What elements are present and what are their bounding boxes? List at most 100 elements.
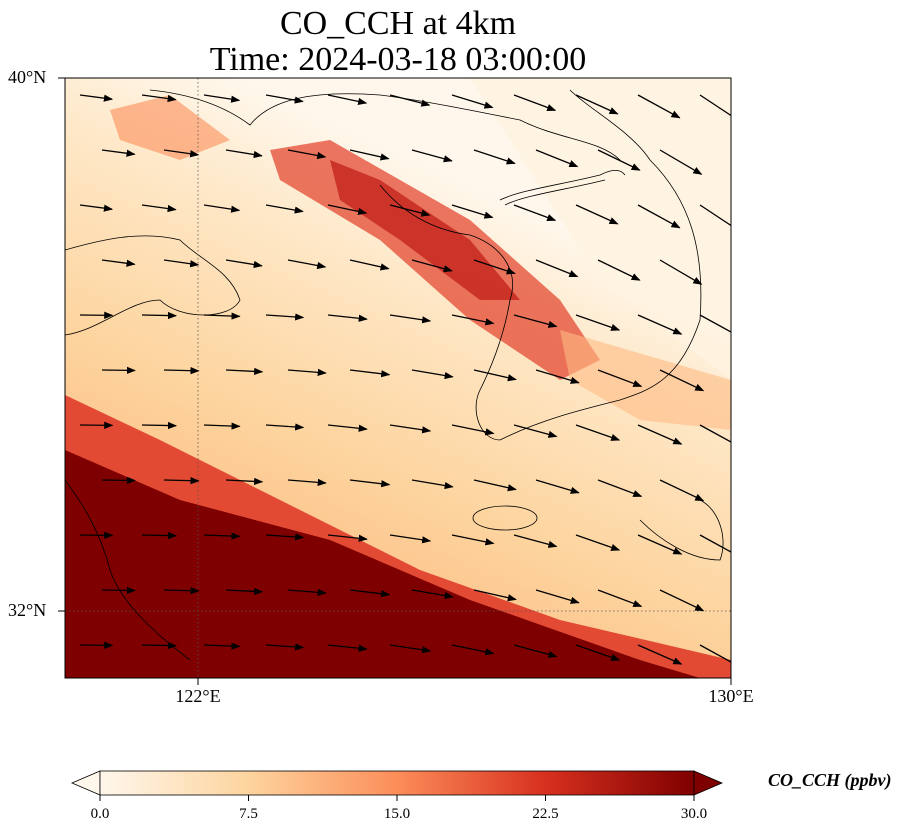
wind-arrow [141,311,178,320]
wind-arrow [327,314,368,322]
wind-arrow [287,588,327,596]
colorbar-tick-label: 0.0 [90,806,110,822]
wind-arrow [141,204,177,213]
colorbar-tick-label: 15.0 [383,806,411,822]
wind-arrow [535,479,580,494]
colorbar-tick-label: 30.0 [680,806,708,822]
wind-arrow [349,369,391,378]
wind-arrow [637,314,683,335]
wind-arrow [699,314,731,333]
wind-arrow [389,534,432,544]
wind-arrow [575,534,621,551]
wind-arrow [101,586,136,595]
wind-arrow [637,644,683,665]
wind-arrow [327,204,368,215]
colorbar-tick-label: 7.5 [239,806,258,822]
wind-arrow [141,421,178,430]
wind-arrow [411,259,453,273]
wind-arrow [163,477,200,485]
lat-label-40n: 40°N [8,67,47,87]
wind-arrow [225,367,264,376]
wind-arrow [699,204,731,227]
wind-arrow [163,259,200,268]
colorbar-label: CO_CCH (ppbv) [768,770,892,790]
wind-arrow [389,314,432,324]
wind-arrow [699,94,731,117]
wind-arrow [597,149,641,171]
wind-arrow [265,533,305,541]
lat-label-32n: 32°N [8,600,47,620]
wind-arrow [349,259,390,271]
concentration-field [65,78,731,678]
wind-arrow [411,149,453,163]
wind-arrow [163,587,200,595]
wind-arrow [699,424,731,443]
wind-arrow [101,149,136,157]
wind-arrow [203,204,241,213]
wind-arrow [203,312,241,320]
wind-arrow [473,589,517,602]
wind-arrow [575,204,619,225]
wind-arrow [265,204,304,214]
wind-arrow [659,149,703,175]
wind-arrow [225,259,263,269]
wind-arrow [101,476,136,485]
wind-arrow [163,149,200,158]
wind-arrow [659,589,705,612]
wind-arrow [535,369,580,384]
wind-arrow [287,478,327,486]
wind-arrow [203,642,241,650]
wind-arrow [389,644,432,654]
wind-vectors [79,94,731,665]
wind-arrow [513,424,558,438]
wind-arrow [637,204,681,229]
wind-arrow [79,94,114,102]
wind-arrow [575,314,621,331]
wind-arrow [141,531,178,540]
map-frame [64,77,732,679]
wind-arrow [101,259,136,267]
wind-arrow [349,149,390,161]
wind-arrow [349,479,391,488]
wind-arrow [349,589,391,598]
wind-arrow [287,368,327,376]
map-title: CO_CCH at 4km [279,5,517,42]
wind-arrow [225,477,264,486]
wind-arrow [535,589,580,604]
wind-arrow [513,534,558,548]
wind-arrow [327,644,368,652]
wind-arrow [265,94,304,104]
colorbar-max-extend [693,770,724,796]
wind-arrow [535,149,579,168]
wind-arrow [79,204,114,212]
wind-arrow [597,369,643,388]
wind-arrow [513,644,558,658]
wind-arrow [513,94,557,112]
wind-arrow [327,534,368,542]
wind-arrow [265,313,305,321]
wind-arrow [575,94,619,115]
lon-label-130e: 130°E [708,686,754,706]
wind-arrow [535,259,579,278]
wind-arrow [575,424,621,441]
wind-arrow [659,369,705,392]
wind-arrow [163,367,200,375]
wind-arrow [473,149,516,165]
wind-arrow [141,641,178,650]
wind-arrow [389,204,431,217]
coastlines [65,89,724,661]
wind-arrow [203,422,241,430]
map-subtitle-time: Time: 2024-03-18 03:00:00 [209,41,587,78]
wind-arrow [203,532,241,540]
wind-arrow [637,94,681,119]
wind-arrow [597,479,643,498]
colorbar-min-extend [70,770,101,796]
wind-arrow [265,423,305,431]
wind-arrow [473,369,517,382]
lon-label-122e: 122°E [175,686,221,706]
axis-ticks [58,77,732,685]
wind-arrow [451,204,494,219]
wind-arrow [473,479,517,492]
wind-arrow [225,149,263,159]
